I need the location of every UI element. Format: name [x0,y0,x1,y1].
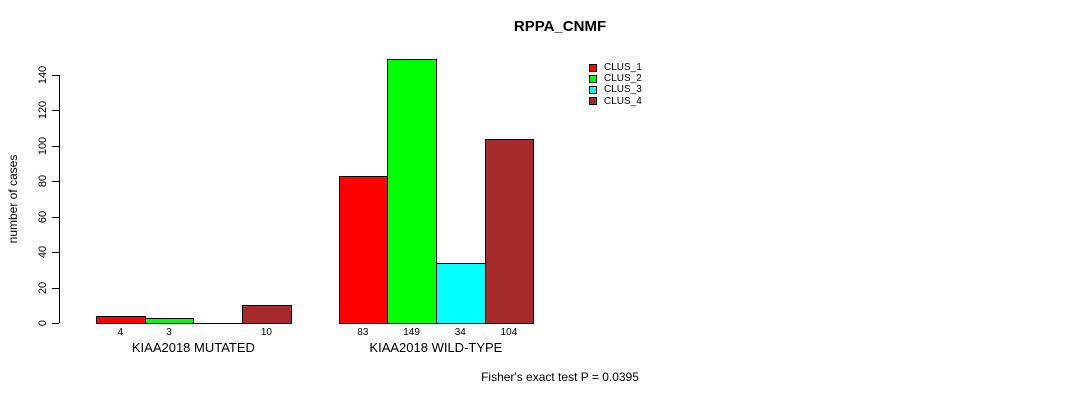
y-tick-mark [52,287,59,289]
legend-label: CLUS_3 [604,84,642,96]
y-tick-label: 60 [37,210,49,223]
y-tick-mark [52,216,59,218]
bar-value-label: 83 [357,327,369,338]
legend-label: CLUS_4 [604,95,642,107]
legend-item-clus_4: CLUS_4 [589,96,642,107]
bar-value-label: 34 [454,327,466,338]
y-tick-label: 120 [37,101,49,120]
y-tick-mark [52,252,59,254]
bar-value-label: 3 [166,327,172,338]
bar-clus_4-mutated [242,305,292,324]
bar-value-label: 10 [260,327,272,338]
bar-value-label: 149 [403,327,420,338]
bar-value-label: 104 [500,327,518,338]
bar-clus_1-wild-type [338,175,389,324]
legend-label: CLUS_2 [604,73,642,85]
chart-title: RPPA_CNMF [513,18,607,35]
legend-item-clus_3: CLUS_3 [589,84,642,95]
y-tick-label: 20 [37,281,49,294]
y-tick-mark [52,181,59,183]
group-label: KIAA2018 WILD-TYPE [369,340,503,355]
y-axis-label: number of cases [6,154,20,244]
group-label: KIAA2018 MUTATED [131,340,255,355]
y-tick-label: 140 [37,65,49,85]
legend-swatch-icon [589,74,597,83]
legend: CLUS_1 CLUS_2 CLUS_3 CLUS_4 [589,62,642,107]
legend-item-clus_2: CLUS_2 [589,73,642,84]
legend-label: CLUS_1 [604,62,642,74]
y-tick-mark [52,323,59,324]
y-tick-mark [52,145,59,147]
y-tick-label: 0 [37,319,49,327]
fisher-test-annotation: Fisher's exact test P = 0.0395 [481,370,639,384]
bar-clus_3-wild-type [435,262,486,324]
bar-clus_1-mutated [96,315,146,324]
y-tick-label: 100 [37,136,49,155]
legend-item-clus_1: CLUS_1 [589,62,642,73]
legend-swatch-icon [589,85,597,94]
y-axis-line [59,74,60,323]
bar-clus_2-mutated [144,317,195,324]
bar-clus_4-wild-type [484,138,535,324]
bar-value-label: 4 [117,327,124,338]
y-tick-mark [52,110,59,112]
bar-clus_2-wild-type [387,58,437,324]
legend-swatch-icon [589,97,597,106]
y-tick-mark [52,74,59,76]
y-tick-label: 80 [37,175,49,188]
y-tick-label: 40 [37,245,49,259]
legend-swatch-icon [589,63,597,72]
